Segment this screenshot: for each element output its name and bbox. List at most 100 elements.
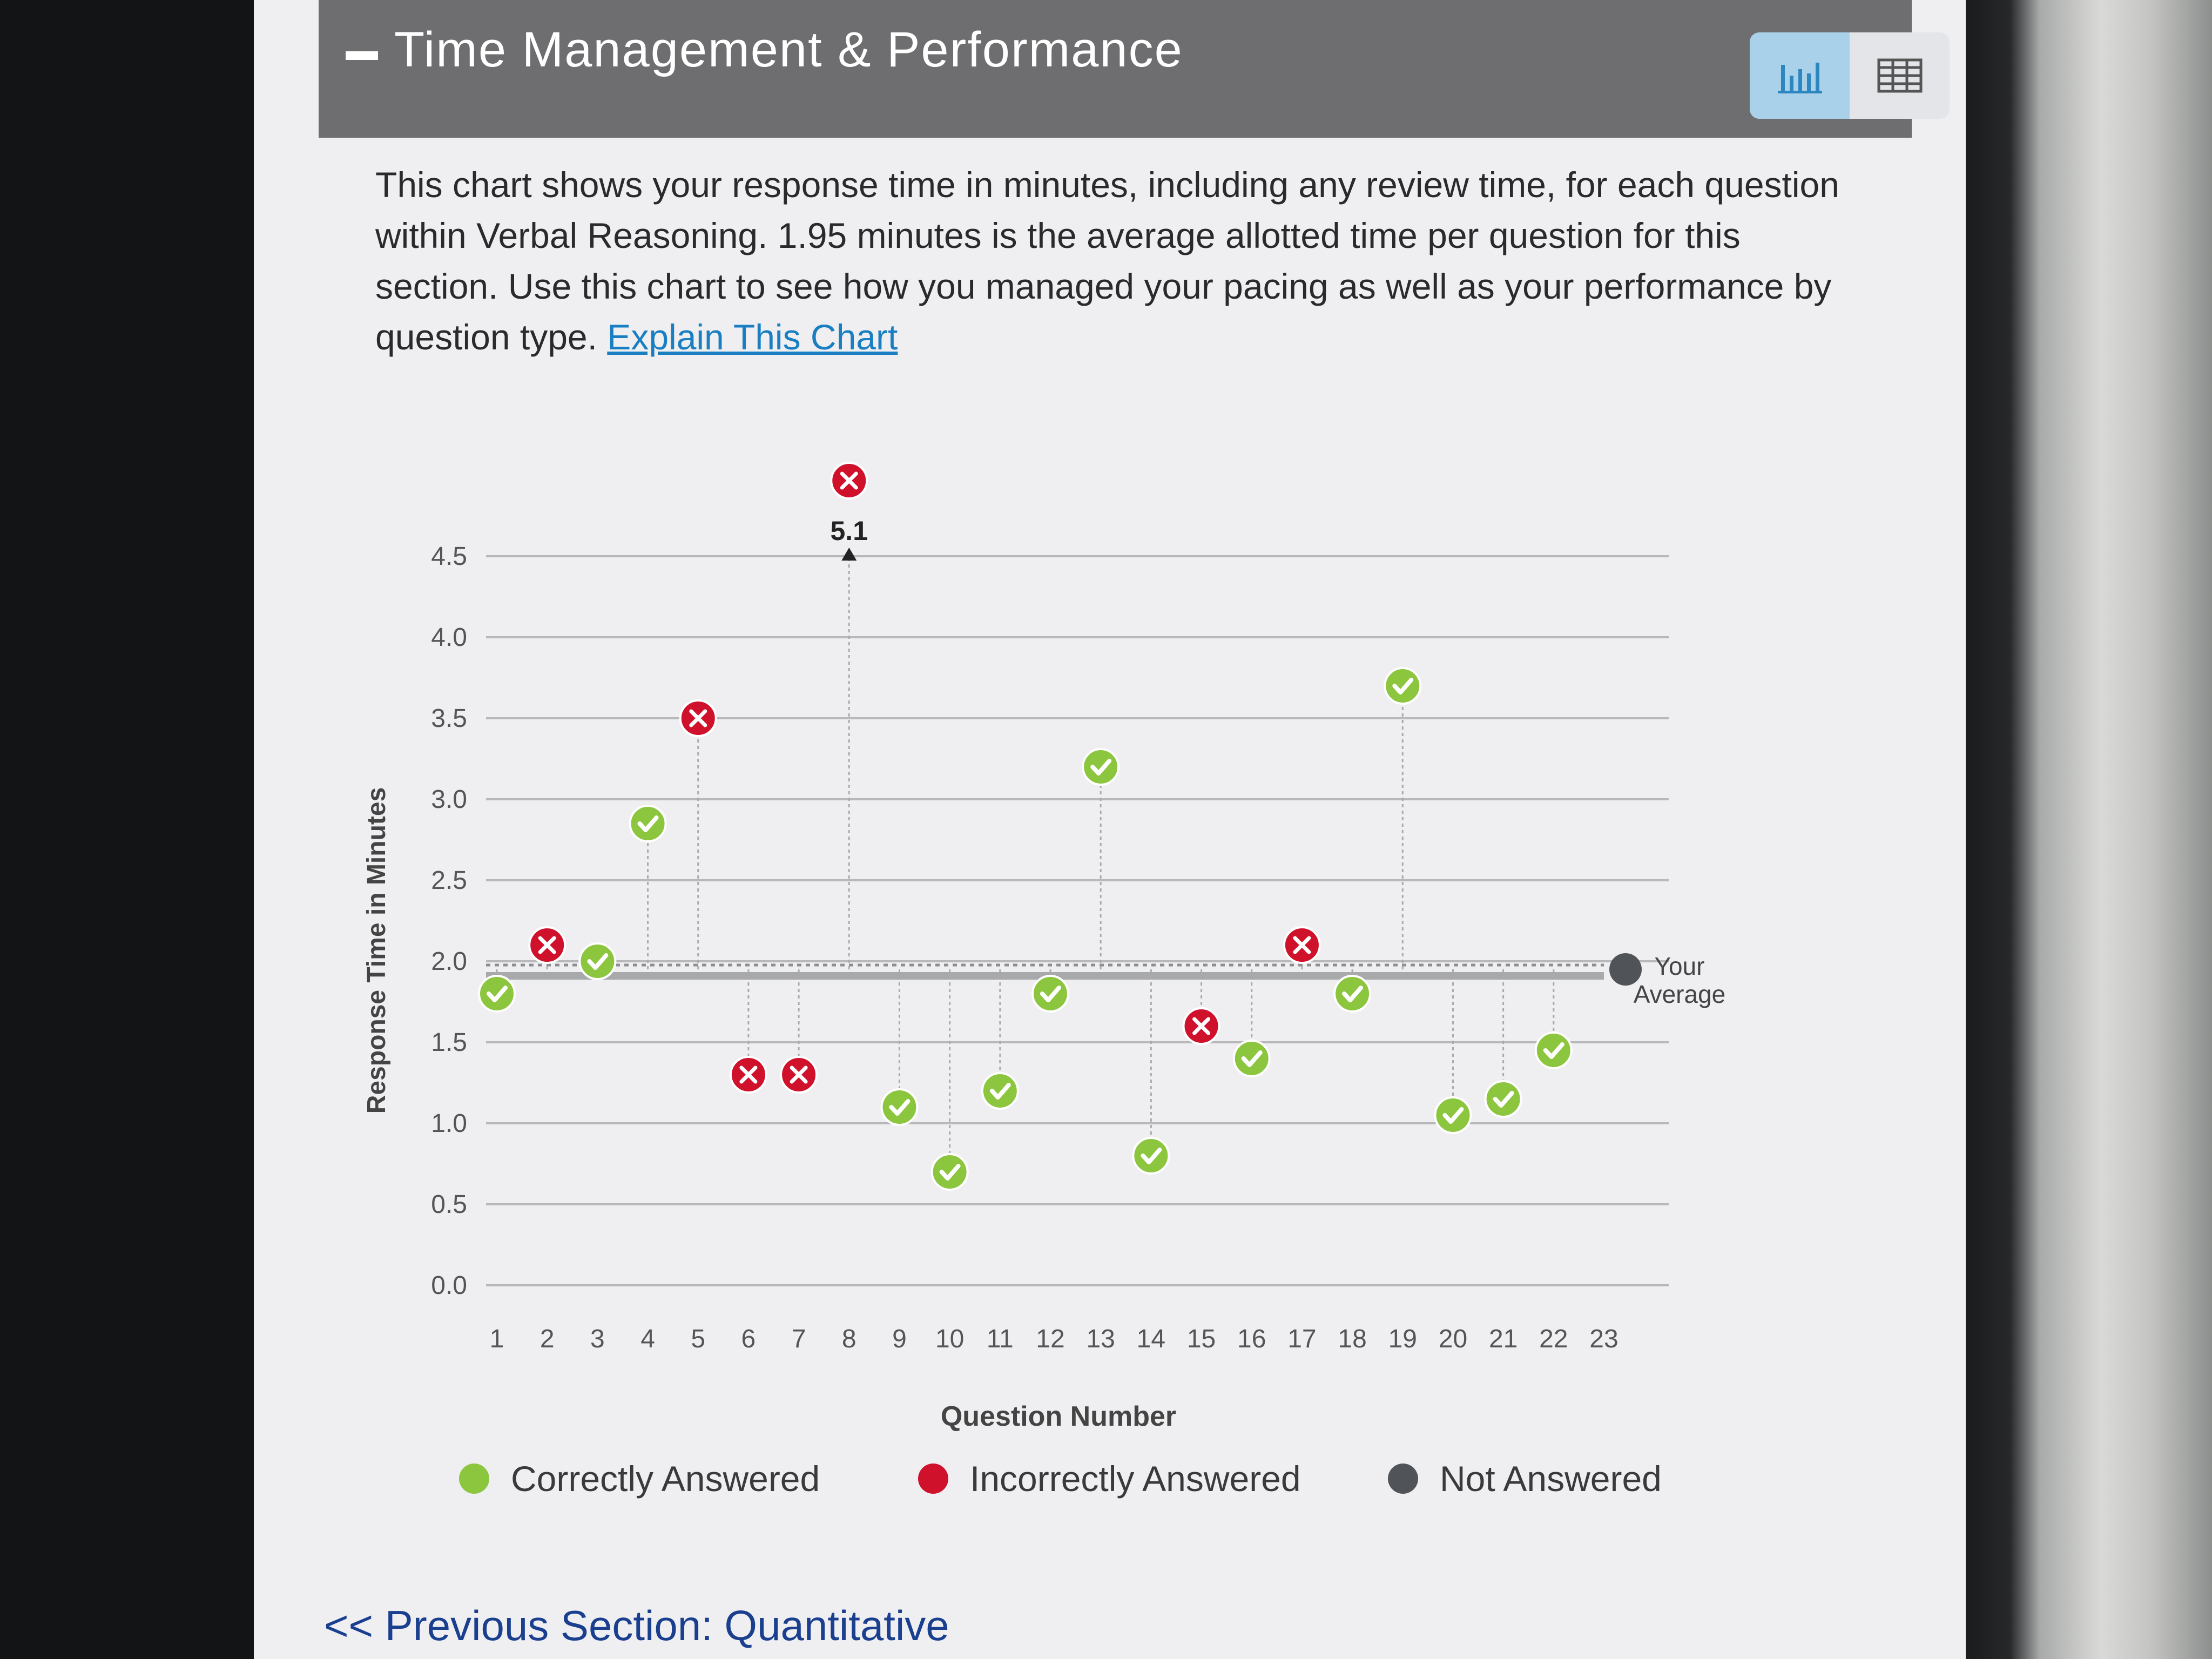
x-tick-label: 22 [1539,1325,1568,1353]
point-correct[interactable] [478,975,516,1013]
legend-correct-label: Correctly Answered [511,1459,820,1499]
chart-view-button[interactable] [1750,32,1850,119]
point-dot [930,1153,969,1191]
x-tick-label: 14 [1137,1325,1165,1353]
x-axis-label: Question Number [941,1401,1176,1432]
point-correct[interactable] [1434,1096,1472,1134]
your-average-label-2: Average [1634,980,1726,1008]
point-incorrect[interactable] [830,462,868,500]
description-text: This chart shows your response time in m… [375,165,1839,357]
point-dot [981,1072,1019,1110]
point-correct[interactable] [1333,975,1372,1013]
check-icon [487,986,508,1002]
x-tick-label: 20 [1439,1325,1467,1353]
point-correct[interactable] [1232,1040,1271,1077]
point-dot [1384,667,1422,705]
x-tick-label: 8 [842,1325,857,1353]
x-icon [1192,1017,1211,1035]
x-tick-label: 17 [1287,1325,1316,1353]
x-tick-label: 5 [691,1325,705,1353]
x-tick-label: 12 [1036,1325,1064,1353]
x-tick-label: 13 [1086,1325,1115,1353]
point-correct[interactable] [1031,975,1069,1013]
previous-section-link[interactable]: << Previous Section: Quantitative [324,1602,949,1649]
point-correct[interactable] [880,1088,919,1126]
y-tick-label: 0.0 [431,1271,467,1300]
point-correct[interactable] [1082,748,1120,786]
x-circle-icon [918,1464,948,1494]
y-tick-labels: 0.0 0.5 1.0 1.5 2.0 2.5 3.0 3.5 4.0 4.5 [431,542,467,1300]
point-incorrect[interactable] [780,1056,818,1094]
check-icon [1392,678,1414,694]
point-correct[interactable] [1384,667,1422,705]
x-tick-label: 16 [1237,1325,1266,1353]
point-not-answered[interactable] [1609,953,1642,986]
check-icon [939,1164,961,1181]
panel-header: Time Management & Performance [319,0,1950,138]
x-tick-label: 2 [540,1325,555,1353]
check-icon [1141,1148,1162,1164]
check-icon [1342,986,1364,1002]
point-incorrect[interactable] [1283,926,1321,964]
point-correct[interactable] [578,942,617,980]
point-dot [1232,1040,1271,1077]
point-dot [1434,1096,1472,1134]
point-dot [478,975,516,1013]
x-tick-label: 19 [1388,1325,1417,1353]
view-toggle [1750,32,1950,119]
point-dot [578,942,617,980]
point-incorrect[interactable] [679,699,717,737]
check-icon [1241,1050,1263,1067]
x-tick-labels: 1 2 3 4 5 6 7 8 9 10 11 12 13 14 15 16 17 18 19 20 21 22 23 [490,1325,1618,1353]
explain-chart-link[interactable]: Explain This Chart [607,317,898,357]
x-tick-label: 21 [1489,1325,1518,1353]
point-stems: 5.1 [496,516,1555,1172]
y-tick-label: 2.0 [431,947,467,976]
x-tick-label: 9 [892,1325,907,1353]
grid-lines [486,555,1669,1286]
point-incorrect[interactable] [729,1056,767,1094]
point-dot [1534,1031,1573,1069]
app-screen: Time Management & Performance [254,0,1966,1659]
legend-not-answered-label: Not Answered [1440,1459,1662,1499]
point-dot [629,805,667,842]
point-correct[interactable] [981,1072,1019,1110]
point-correct[interactable] [629,805,667,842]
x-icon [739,1065,758,1084]
point-correct[interactable] [930,1153,969,1191]
x-icon [538,936,556,954]
x-tick-label: 4 [640,1325,655,1353]
check-icon [587,953,609,970]
bar-chart-icon [1777,63,1822,93]
point-incorrect[interactable] [528,926,567,964]
x-icon [1293,936,1311,954]
x-tick-label: 1 [490,1325,504,1353]
point-correct[interactable] [1534,1031,1573,1069]
y-tick-label: 3.5 [431,704,467,733]
point-correct[interactable] [1132,1137,1170,1175]
table-view-button[interactable] [1850,32,1950,119]
panel-title: Time Management & Performance [394,22,1183,77]
y-tick-label: 4.5 [431,542,467,571]
collapse-minus-icon[interactable] [346,51,378,60]
y-tick-label: 4.0 [431,623,467,652]
x-icon [840,471,858,490]
x-tick-label: 6 [741,1325,756,1353]
overflow-arrow [841,548,857,561]
y-tick-label: 1.5 [431,1028,467,1057]
legend-correct: Correctly Answered [459,1458,820,1499]
x-tick-label: 7 [792,1325,806,1353]
data-points [478,462,1642,1191]
dot-icon [1388,1464,1418,1494]
legend-not-answered: Not Answered [1388,1458,1662,1499]
legend-incorrect-label: Incorrectly Answered [970,1459,1301,1499]
point-incorrect[interactable] [1182,1007,1220,1045]
point-dot [1484,1080,1522,1118]
x-tick-label: 10 [935,1325,964,1353]
check-icon [1493,1091,1514,1108]
point-dot [1031,975,1069,1013]
x-tick-label: 15 [1187,1325,1216,1353]
check-icon [1040,986,1061,1002]
point-correct[interactable] [1484,1080,1522,1118]
overflow-value-label: 5.1 [831,516,868,546]
